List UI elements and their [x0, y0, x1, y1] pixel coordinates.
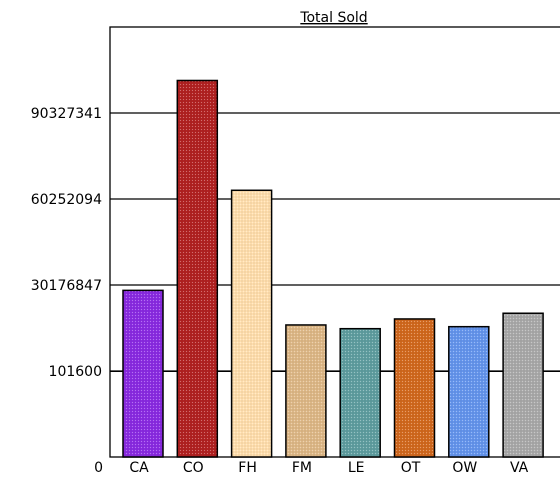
bar-fh — [230, 189, 273, 458]
bar-ow — [448, 325, 490, 458]
bar-texture — [178, 81, 217, 456]
x-tick-label: FM — [292, 460, 312, 476]
x-tick-label: FH — [238, 460, 257, 476]
bar-ot — [393, 318, 436, 458]
x-tick-label: OT — [401, 460, 421, 476]
x-axis-tick-labels: CA CO FH FM LE OT OW VA — [129, 460, 528, 476]
x-tick-label: CA — [129, 460, 149, 476]
bar-co — [176, 79, 219, 458]
bar-texture — [395, 319, 434, 456]
bar-texture — [124, 291, 162, 456]
plot-area-frame — [109, 26, 560, 458]
x-tick-label: OW — [452, 460, 477, 476]
x-tick-label: VA — [510, 460, 529, 476]
bar-fm — [285, 324, 327, 458]
bar-texture — [286, 325, 325, 456]
x-tick-label: CO — [183, 460, 204, 476]
x-tick-label: LE — [348, 460, 365, 476]
bar-texture — [232, 191, 271, 456]
bar-ca — [122, 289, 164, 458]
bar-le — [339, 327, 381, 458]
y-tick-label: 101600 — [49, 364, 102, 380]
bar-texture — [504, 314, 543, 456]
bar-texture — [449, 327, 488, 456]
y-tick-label: 90327341 — [31, 106, 102, 122]
y-tick-label: 0 — [94, 460, 103, 476]
bar-texture — [341, 329, 380, 456]
y-tick-label: 60252094 — [31, 192, 102, 208]
y-axis-tick-labels: 0 101600 30176847 60252094 90327341 — [31, 106, 103, 476]
chart-title: Total Sold — [299, 10, 367, 26]
y-tick-label: 30176847 — [31, 278, 102, 294]
bar-va — [502, 312, 544, 458]
bars — [122, 79, 544, 458]
